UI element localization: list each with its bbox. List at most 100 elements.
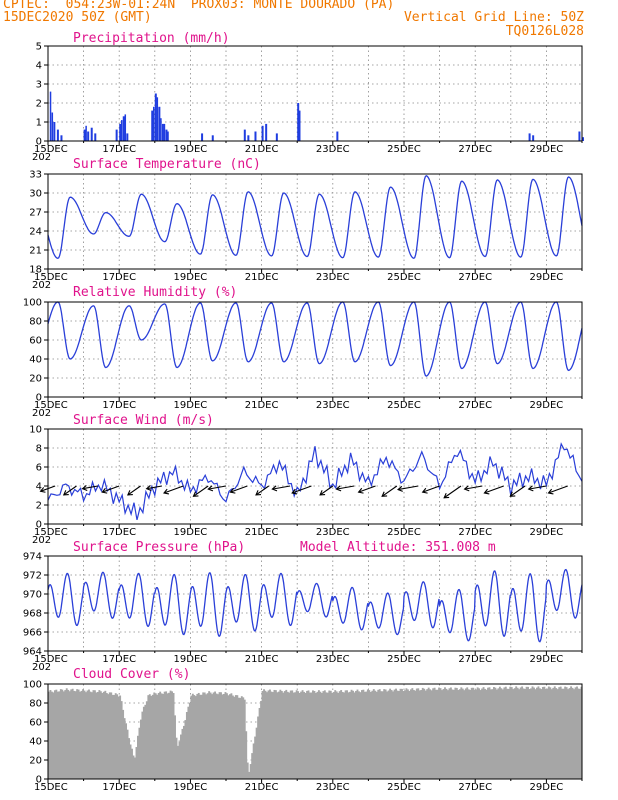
cloud-bar	[387, 690, 390, 779]
cloud-bar	[352, 690, 354, 779]
y-tick-label: 970	[23, 590, 42, 601]
cloud-bar	[111, 694, 114, 779]
x-tick-label: 23DEC	[316, 527, 350, 538]
cloud-bar	[571, 687, 574, 779]
cloud-bar	[304, 692, 307, 779]
cloud-bar	[273, 689, 276, 779]
cloud-bar	[205, 694, 208, 779]
cloud-bar	[212, 692, 215, 779]
x-tick-label: 19DEC	[174, 400, 208, 411]
cloud-bar	[215, 693, 218, 779]
x-tick-label: 27DEC	[458, 527, 492, 538]
y-tick-label: 10	[29, 425, 42, 436]
precip-bar	[156, 97, 159, 141]
wind-arrow-head	[101, 487, 108, 494]
panel-frame	[47, 301, 583, 398]
cloud-bar	[509, 686, 512, 779]
cloud-bar	[62, 691, 65, 779]
cloud-bar	[252, 743, 255, 779]
cloud-bar	[519, 687, 522, 779]
y-tick-label: 2	[36, 99, 42, 110]
cloud-bar	[543, 686, 546, 779]
precip-bar	[243, 129, 246, 141]
cloud-bar	[266, 692, 268, 779]
cloud-bar	[71, 688, 74, 779]
x-tick-label: 27DEC	[458, 144, 492, 155]
cloud-bar	[442, 689, 445, 779]
precip-bar	[119, 123, 122, 141]
wind-arrow	[358, 485, 376, 493]
x-tick-label: 23DEC	[316, 272, 350, 283]
cloud-bar	[156, 694, 159, 779]
y-tick-label: 0	[36, 775, 42, 786]
panel-title: Cloud Cover (%)	[73, 667, 190, 682]
cloud-bar	[277, 691, 280, 779]
precip-bar	[124, 114, 127, 141]
precip-bar	[163, 123, 166, 141]
cloud-bar	[79, 691, 82, 779]
cloud-bar	[378, 689, 381, 779]
cloud-bar	[137, 735, 139, 779]
x-tick-label: 29DEC	[530, 527, 564, 538]
y-tick-label: 21	[29, 246, 42, 257]
panel-3: 0 2 4 6 8 10 15DEC 17DEC 19DEC 21DEC 23DEC 25DEC 27D…	[29, 413, 583, 546]
cloud-bar	[451, 689, 454, 779]
x-tick-label: 21DEC	[245, 527, 279, 538]
y-tick-label: 60	[29, 336, 42, 347]
cloud-bar	[460, 687, 463, 779]
cloud-bar	[455, 687, 458, 779]
wind-arrow-head	[192, 491, 199, 497]
y-tick-label: 4	[36, 61, 42, 72]
cloud-bar	[537, 686, 540, 779]
x-tick-label: 17DEC	[102, 527, 136, 538]
cloud-bar	[220, 692, 222, 779]
y-tick-label: 3	[36, 80, 42, 91]
cloud-bar	[80, 690, 83, 779]
cloud-bar	[171, 691, 173, 779]
cloud-bar	[93, 690, 96, 779]
x-year-label: 202	[32, 280, 51, 291]
cloud-bar	[504, 686, 507, 779]
cloud-bar	[320, 692, 323, 779]
x-tick-label: 19DEC	[174, 527, 208, 538]
cloud-bar	[457, 690, 460, 779]
x-tick-label: 19DEC	[174, 144, 208, 155]
cloud-bar	[389, 688, 392, 779]
precip-bar	[211, 135, 214, 141]
wind-arrow	[230, 485, 248, 493]
cloud-bar	[331, 692, 334, 779]
y-tick-label: 20	[29, 756, 42, 767]
wind-arrow	[464, 485, 483, 490]
y-tick-label: 972	[23, 571, 42, 582]
cloud-bar	[274, 690, 277, 779]
precip-bar	[87, 131, 90, 141]
x-tick-label: 21DEC	[245, 400, 279, 411]
cloud-bar	[452, 689, 455, 779]
cloud-bar	[92, 690, 95, 779]
cloud-bar	[313, 691, 316, 779]
cloud-bar	[187, 706, 190, 779]
cloud-bar	[312, 690, 314, 779]
x-tick-label: 21DEC	[245, 272, 279, 283]
cloud-bar	[521, 686, 524, 779]
cloud-bar	[353, 692, 356, 779]
x-tick-label: 25DEC	[387, 782, 421, 793]
cloud-bar	[159, 691, 162, 779]
cloud-bar	[567, 689, 570, 779]
cloud-bar	[217, 694, 219, 779]
cloud-bar	[194, 696, 197, 779]
wind-arrow-head	[547, 488, 554, 495]
cloud-bar	[67, 689, 70, 779]
x-tick-label: 25DEC	[387, 272, 421, 283]
cloud-bar	[280, 690, 283, 779]
cloud-bar	[237, 697, 240, 779]
cloud-bar	[117, 696, 120, 779]
wind-arrow	[291, 485, 312, 494]
y-tick-label: 8	[36, 444, 42, 455]
cloud-bar	[408, 691, 411, 779]
x-tick-label: 17DEC	[102, 272, 136, 283]
cloud-bar	[362, 689, 365, 779]
cloud-bar	[203, 692, 206, 779]
y-tick-label: 100	[23, 680, 42, 691]
x-tick-label: 21DEC	[245, 144, 279, 155]
